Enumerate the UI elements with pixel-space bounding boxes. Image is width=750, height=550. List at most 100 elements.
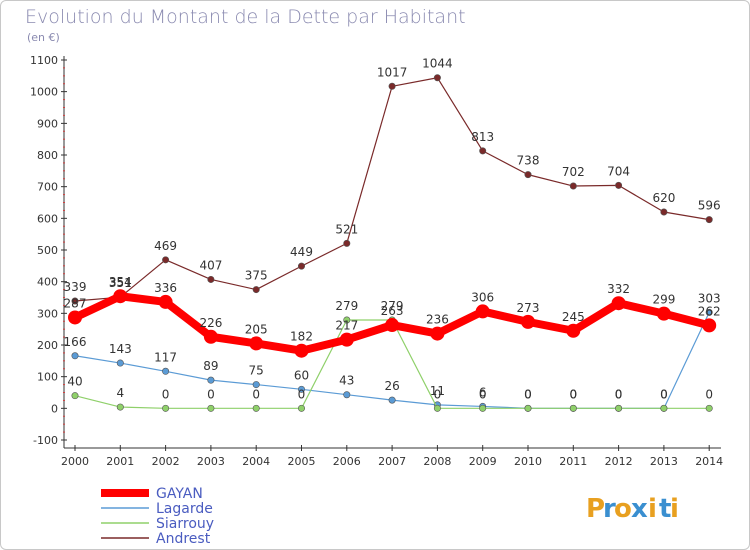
data-label-siarrouy: 0: [615, 387, 623, 401]
data-point-gayan: [203, 329, 218, 344]
y-tick-label: 800: [37, 149, 58, 162]
x-tick-label: 2012: [605, 455, 633, 468]
data-label-siarrouy: 0: [705, 387, 713, 401]
data-label-lagarde: 6: [479, 385, 487, 399]
data-point-gayan: [113, 289, 128, 304]
x-tick-label: 2008: [423, 455, 451, 468]
data-point-gayan: [656, 306, 671, 321]
x-tick-label: 2003: [197, 455, 225, 468]
data-point-andrest: [297, 262, 305, 270]
logo-letter: o: [614, 494, 632, 524]
data-point-andrest: [479, 147, 487, 155]
data-label-gayan: 182: [290, 330, 313, 344]
data-label-gayan: 217: [335, 319, 358, 333]
data-point-andrest: [71, 297, 79, 305]
data-label-andrest: 1044: [422, 57, 453, 71]
data-label-siarrouy: 0: [434, 387, 442, 401]
data-label-siarrouy: 0: [298, 387, 306, 401]
proxiti-logo: Pro x i ti: [586, 494, 679, 524]
x-tick-label: 2007: [378, 455, 406, 468]
y-tick-label: 600: [37, 212, 58, 225]
data-point-andrest: [660, 208, 668, 216]
data-label-gayan: 306: [471, 290, 494, 304]
data-point-andrest: [388, 82, 396, 90]
data-label-lagarde: 0: [524, 387, 532, 401]
y-tick-label: 1100: [30, 54, 58, 67]
x-tick-label: 2001: [106, 455, 134, 468]
data-point-siarrouy: [297, 404, 305, 412]
data-label-lagarde: 0: [660, 387, 668, 401]
data-point-siarrouy: [569, 404, 577, 412]
data-point-andrest: [615, 181, 623, 189]
data-point-gayan: [339, 332, 354, 347]
data-point-siarrouy: [343, 316, 351, 324]
x-tick-label: 2009: [469, 455, 497, 468]
data-labels-layer: 287 354 336 226 205 182 217 263 236 306 273 245 332 2…: [64, 57, 721, 402]
data-label-andrest: 813: [471, 130, 494, 144]
logo-letter: i: [670, 494, 679, 524]
legend-label-gayan: GAYAN: [156, 486, 203, 502]
data-point-gayan: [521, 314, 535, 329]
x-tick-label: 2011: [559, 455, 587, 468]
data-label-lagarde: 166: [64, 335, 87, 349]
data-label-siarrouy: 0: [207, 387, 215, 401]
data-label-andrest: 620: [652, 191, 675, 205]
data-label-andrest: 702: [562, 165, 585, 179]
data-point-lagarde: [388, 396, 396, 404]
data-label-gayan: 336: [154, 281, 177, 295]
y-tick-label: 200: [37, 339, 58, 352]
data-label-siarrouy: 0: [524, 387, 532, 401]
data-label-siarrouy: 0: [479, 387, 487, 401]
chart-title: Evolution du Montant de la Dette par Hab…: [25, 6, 466, 28]
data-point-siarrouy: [116, 403, 124, 411]
data-label-lagarde: 0: [569, 387, 577, 401]
data-label-siarrouy: 0: [162, 387, 170, 401]
x-tick-label: 2014: [695, 455, 723, 468]
data-label-gayan: 273: [517, 301, 540, 315]
data-label-gayan: 205: [245, 322, 268, 336]
data-point-siarrouy: [615, 404, 623, 412]
data-point-siarrouy: [479, 404, 487, 412]
data-point-gayan: [68, 310, 82, 325]
data-point-lagarde: [207, 376, 215, 384]
data-point-siarrouy: [71, 392, 79, 400]
x-tick-label: 2004: [242, 455, 270, 468]
data-label-gayan: 354: [109, 275, 132, 289]
data-label-gayan: 263: [381, 304, 404, 318]
data-label-andrest: 339: [64, 280, 87, 294]
data-label-siarrouy: 0: [252, 387, 260, 401]
y-tick-label: 1000: [30, 86, 58, 99]
data-label-lagarde: 43: [339, 374, 354, 388]
data-point-andrest: [252, 286, 260, 294]
data-point-andrest: [433, 74, 441, 82]
data-point-lagarde: [252, 381, 260, 389]
data-label-gayan: 245: [562, 310, 585, 324]
data-point-andrest: [705, 216, 713, 224]
series-line-andrest: [74, 77, 710, 302]
data-label-siarrouy: 4: [116, 386, 124, 400]
data-label-andrest: 351: [109, 276, 132, 290]
data-point-gayan: [702, 318, 717, 333]
logo-letter: r: [603, 494, 616, 524]
data-point-andrest: [207, 275, 215, 283]
data-point-siarrouy: [660, 404, 668, 412]
x-tick-label: 2002: [152, 455, 180, 468]
legend-label-siarrouy: Siarrouy: [156, 516, 214, 532]
data-point-gayan: [249, 336, 264, 351]
data-label-gayan: 262: [698, 304, 721, 318]
data-label-lagarde: 0: [615, 387, 623, 401]
y-tick-label: 700: [37, 181, 58, 194]
data-label-andrest: 449: [290, 245, 313, 259]
data-label-gayan: 299: [652, 293, 675, 307]
logo-letter: t: [659, 494, 671, 524]
data-label-andrest: 704: [607, 164, 630, 178]
data-label-andrest: 1017: [377, 65, 408, 79]
data-point-gayan: [158, 294, 173, 309]
x-tick-label: 2013: [650, 455, 678, 468]
data-label-andrest: 375: [245, 269, 268, 283]
y-tick-label: 900: [37, 117, 58, 130]
data-label-andrest: 469: [154, 239, 177, 253]
data-label-lagarde: 11: [430, 384, 445, 398]
